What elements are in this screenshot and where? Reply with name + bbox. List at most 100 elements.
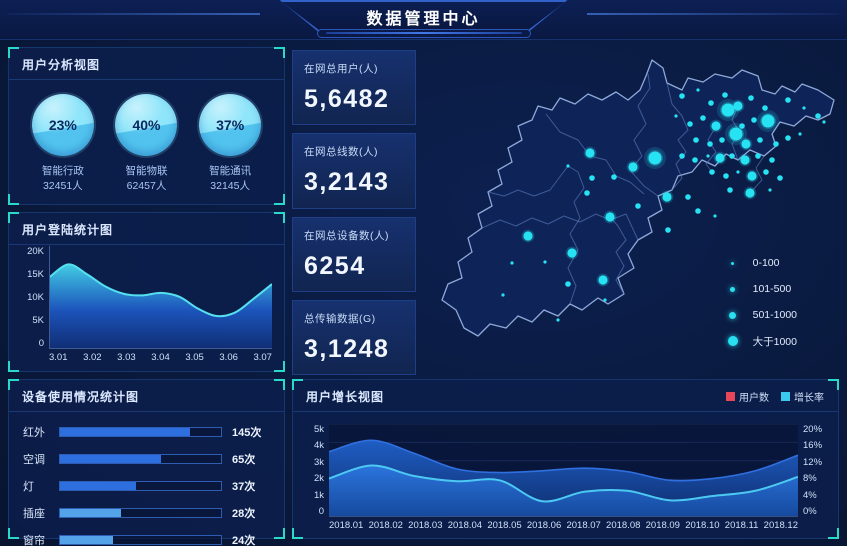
map-data-point	[761, 114, 775, 128]
map-data-point	[567, 248, 577, 258]
panel-corner-bracket	[828, 528, 839, 539]
x-axis-label: 2018.10	[685, 520, 720, 531]
panel-corner-bracket	[8, 379, 19, 390]
map-data-point	[598, 275, 608, 285]
map-data-point	[674, 114, 678, 118]
y-axis-label: 4%	[803, 489, 817, 501]
legend-dot-icon	[727, 336, 738, 346]
map-data-point	[523, 231, 533, 241]
bar-label: 插座	[23, 507, 45, 520]
x-axis: 3.01 3.02 3.03 3.04 3.05 3.06 3.07	[49, 349, 272, 364]
map-data-point	[566, 164, 570, 168]
bar-track	[59, 453, 222, 464]
device-bar-row: 插座 28次	[23, 505, 270, 520]
x-axis-label: 2018.11	[724, 520, 759, 531]
bar-track	[59, 534, 222, 545]
map-data-point	[708, 100, 714, 106]
y-axis-right: 20% 16% 12% 8% 4% 0%	[798, 424, 830, 517]
legend-label: 0-100	[752, 257, 780, 269]
map-data-point	[589, 175, 595, 181]
legend-item[interactable]: 用户数	[726, 389, 769, 404]
header: 数据管理中心	[0, 0, 847, 40]
province-map: 0-100 101-500 501-1000 大于1000	[420, 48, 845, 378]
legend-label: 大于1000	[752, 335, 797, 348]
bar-label: 灯	[23, 480, 34, 493]
liquid-gauge: 40% 智能物联 62457人	[107, 94, 185, 194]
gauge-percent: 37%	[216, 117, 245, 133]
bar-track	[59, 480, 222, 491]
panel-title: 用户登陆统计图	[9, 213, 284, 245]
map-data-point	[739, 123, 745, 129]
bar-label: 窗帘	[23, 534, 45, 546]
bar-value: 65次	[232, 453, 256, 466]
map-data-point	[768, 188, 772, 192]
legend-item[interactable]: 101-500	[726, 276, 797, 302]
bar-value: 28次	[232, 507, 256, 520]
map-data-point	[729, 153, 735, 159]
stat-card: 总传输数据(G) 3,1248	[292, 299, 416, 375]
x-axis-label: 3.03	[117, 352, 136, 363]
map-data-point	[740, 155, 750, 165]
gauge-count: 32451人	[42, 180, 83, 193]
x-axis-label: 3.01	[49, 352, 68, 363]
stat-label: 在网总线数(人)	[304, 146, 378, 159]
login-area-line	[50, 264, 272, 316]
map-data-point	[687, 121, 693, 127]
panel-corner-bracket	[274, 212, 285, 223]
panel-login-stats: 用户登陆统计图 20K 15K 10K 5K 0 3.01 3.02 3.03 3.04 3.0…	[8, 212, 285, 372]
panel-user-analysis: 用户分析视图 23% 智能行政 32451人 40% 智能物联 62457人 37% 智能通讯…	[8, 47, 285, 205]
map-data-point	[679, 153, 685, 159]
map-svg	[441, 59, 835, 337]
legend-item[interactable]: 501-1000	[726, 302, 797, 328]
y-axis-label: 2k	[313, 473, 324, 485]
y-axis-label: 0	[38, 338, 44, 349]
map-data-point	[695, 208, 701, 214]
map-data-point	[798, 132, 802, 136]
legend-item[interactable]: 大于1000	[726, 328, 797, 354]
panel-corner-bracket	[8, 47, 19, 58]
gauge-percent: 23%	[48, 117, 77, 133]
login-area-chart	[49, 246, 272, 349]
panel-user-growth: 用户增长视图 用户数 增长率 5k 4k 3k 2k 1k 0 20% 16% 12% 8% 4% 0…	[292, 379, 839, 539]
x-axis-label: 2018.12	[763, 520, 798, 531]
legend-item[interactable]: 增长率	[781, 389, 824, 404]
map-data-point	[748, 95, 754, 101]
y-axis-label: 20K	[27, 246, 44, 257]
map-data-point	[747, 171, 757, 181]
x-axis-label: 2018.09	[645, 520, 680, 531]
gauge-circle: 23%	[31, 94, 94, 156]
x-axis-label: 2018.02	[368, 520, 403, 531]
x-axis-label: 2018.01	[329, 520, 364, 531]
map-data-point	[556, 318, 560, 322]
stat-value: 3,2143	[304, 168, 390, 197]
panel-title: 用户增长视图	[293, 380, 838, 412]
bar-track	[59, 426, 222, 437]
gauge-circle: 40%	[115, 94, 178, 156]
panel-corner-bracket	[274, 361, 285, 372]
map-data-point	[729, 127, 743, 141]
panel-corner-bracket	[274, 379, 285, 390]
legend-dot-box	[726, 311, 740, 319]
map-data-point	[635, 203, 641, 209]
map-data-point	[755, 153, 761, 159]
y-axis-label: 5k	[313, 424, 324, 435]
liquid-gauge: 23% 智能行政 32451人	[24, 94, 102, 194]
liquid-gauge: 37% 智能通讯 32145人	[191, 94, 269, 194]
panel-corner-bracket	[274, 47, 285, 58]
x-axis-label: 3.02	[83, 352, 102, 363]
series-rate-fill	[329, 465, 798, 516]
header-left-line	[8, 13, 260, 15]
growth-chart: 5k 4k 3k 2k 1k 0 20% 16% 12% 8% 4% 0% 2018.01 2018.…	[301, 424, 830, 532]
legend-item[interactable]: 0-100	[726, 250, 797, 276]
map-data-point	[721, 103, 735, 117]
y-axis-label: 3k	[313, 456, 324, 468]
y-axis-label: 12%	[803, 456, 823, 468]
y-axis-label: 20%	[803, 424, 823, 435]
x-axis-label: 2018.03	[408, 520, 443, 531]
x-axis-label: 3.05	[185, 352, 204, 363]
x-axis-label: 3.04	[151, 352, 170, 363]
map-data-point	[711, 121, 721, 131]
map-data-points	[501, 88, 826, 322]
device-bar-row: 窗帘 24次	[23, 532, 270, 546]
